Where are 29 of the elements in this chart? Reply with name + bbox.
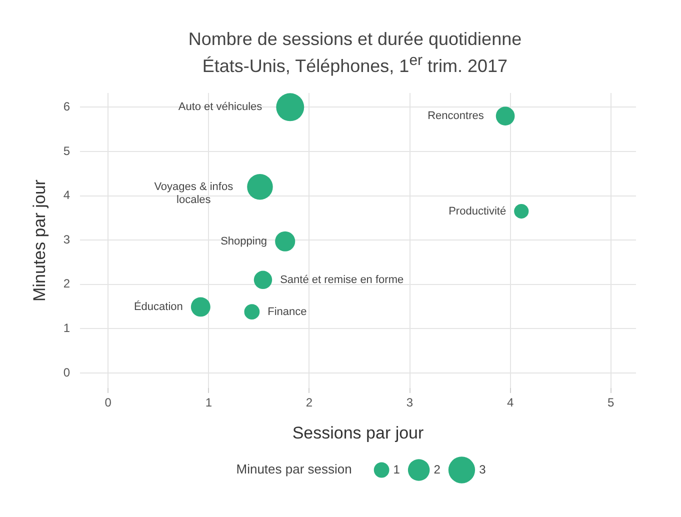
- series-label: Éducation: [134, 300, 183, 313]
- series-label: Shopping: [220, 235, 268, 248]
- y-tick-label: 1: [63, 320, 70, 335]
- legend-label: 1: [393, 462, 400, 476]
- x-tick-label: 4: [506, 396, 514, 410]
- x-tick-label: 5: [608, 396, 615, 410]
- x-tick-label: 3: [406, 396, 414, 410]
- y-tick-label: 6: [63, 99, 70, 114]
- y-axis-title: Minutes par jour: [30, 179, 49, 302]
- legend-label: 2: [434, 462, 441, 476]
- series-label: Finance: [268, 306, 307, 318]
- series-label: Santé et remise en forme: [280, 274, 404, 286]
- x-tick-label: 2: [306, 396, 313, 410]
- chart-subtitle: États-Unis, Téléphones, 1$^{er}$ trim. 2017: [201, 51, 509, 77]
- y-tick-label: 0: [63, 365, 70, 380]
- y-tick-label: 2: [63, 276, 70, 291]
- series-label: Auto et véhicules: [178, 101, 263, 114]
- x-axis-title: Sessions par jour: [292, 423, 424, 442]
- x-tick-label: 1: [205, 396, 212, 410]
- x-tick-label: 0: [104, 396, 112, 410]
- y-tick-label: 4: [63, 188, 70, 202]
- series-label: Productivité: [448, 205, 506, 218]
- y-tick-label: 3: [63, 232, 70, 246]
- series-label: Voyages & infos locales: [154, 180, 234, 206]
- chart-title: Nombre de sessions et durée quotidienne: [187, 28, 523, 50]
- legend-title: Minutes par session: [236, 462, 352, 477]
- legend-label: 3: [479, 462, 486, 476]
- series-label: Rencontres: [428, 110, 484, 122]
- y-tick-label: 5: [63, 144, 70, 158]
